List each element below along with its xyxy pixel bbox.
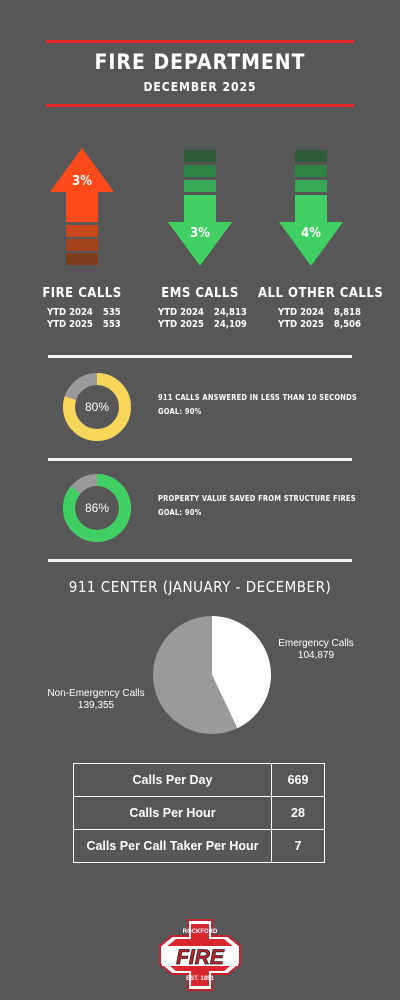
metric-label: PROPERTY VALUE SAVED FROM STRUCTURE FIRE… bbox=[158, 494, 356, 503]
ytd-label: YTD 2024 bbox=[47, 307, 93, 318]
metric-goal: GOAL: 90% bbox=[158, 508, 202, 517]
header-bottom-rule bbox=[46, 104, 354, 107]
emergency-calls-name: Emergency Calls bbox=[278, 638, 354, 649]
header-top-rule bbox=[46, 40, 354, 43]
donut-progress bbox=[63, 373, 131, 441]
ytd-value: 535 bbox=[102, 307, 121, 318]
stat-label: Calls Per Day bbox=[73, 763, 272, 797]
other-calls-column: ALL OTHER CALLS YTD 2024 8,818 YTD 2025 8,… bbox=[258, 286, 383, 331]
ytd-value: 8,506 bbox=[333, 319, 361, 330]
fire-calls-column: FIRE CALLS YTD 2024 535 YTD 2025 553 bbox=[32, 286, 132, 331]
stat-value: 28 bbox=[271, 796, 325, 830]
rockford-fire-logo-icon: ROCKFORD FIRE EST. 1851 bbox=[159, 919, 241, 991]
other-calls-down-arrow-icon bbox=[279, 150, 343, 266]
ems-calls-title: EMS CALLS bbox=[161, 286, 239, 301]
stat-label: Calls Per Hour bbox=[73, 796, 272, 830]
calls-answered-text: 911 CALLS ANSWERED IN LESS THAN 10 SECON… bbox=[158, 391, 358, 419]
metric-goal: GOAL: 90% bbox=[158, 407, 202, 416]
other-calls-title: ALL OTHER CALLS bbox=[258, 286, 384, 301]
stats-table: Calls Per Day 669 Calls Per Hour 28 Call… bbox=[73, 763, 325, 863]
emergency-calls-label: Emergency Calls 104,879 bbox=[268, 638, 364, 662]
other-calls-change: 4% bbox=[301, 226, 321, 241]
fire-calls-title: FIRE CALLS bbox=[42, 286, 122, 301]
calls-answered-donut bbox=[63, 373, 131, 441]
page-subtitle: DECEMBER 2025 bbox=[143, 80, 257, 94]
ytd-value: 24,109 bbox=[213, 319, 247, 330]
property-saved-percent: 86% bbox=[84, 501, 110, 515]
fire-calls-ytd: YTD 2024 535 YTD 2025 553 bbox=[32, 307, 132, 331]
calls-answered-percent: 80% bbox=[84, 400, 110, 414]
ytd-value: 24,813 bbox=[213, 307, 247, 318]
fire-calls-up-arrow-icon bbox=[50, 148, 114, 265]
pie-slice-non-emergency bbox=[152, 616, 238, 734]
ytd-label: YTD 2025 bbox=[278, 319, 324, 330]
table-row: Calls Per Day 669 bbox=[73, 763, 325, 797]
ytd-value: 553 bbox=[102, 319, 121, 330]
divider bbox=[48, 355, 352, 358]
other-calls-ytd: YTD 2024 8,818 YTD 2025 8,506 bbox=[262, 307, 362, 331]
stat-label: Calls Per Call Taker Per Hour bbox=[73, 829, 272, 863]
ytd-label: YTD 2024 bbox=[158, 307, 204, 318]
ytd-label: YTD 2025 bbox=[158, 319, 204, 330]
stat-value: 7 bbox=[271, 829, 325, 863]
ytd-label: YTD 2025 bbox=[47, 319, 93, 330]
logo-main-text: FIRE bbox=[176, 946, 225, 969]
logo-bottom-text: EST. 1851 bbox=[186, 976, 214, 982]
non-emergency-calls-value: 139,355 bbox=[77, 700, 115, 711]
non-emergency-calls-label: Non-Emergency Calls 139,355 bbox=[36, 688, 156, 712]
ems-calls-ytd: YTD 2024 24,813 YTD 2025 24,109 bbox=[150, 307, 250, 331]
property-saved-donut bbox=[63, 474, 131, 542]
logo-top-text: ROCKFORD bbox=[183, 929, 218, 935]
table-row: Calls Per Hour 28 bbox=[73, 796, 325, 830]
fire-calls-change: 3% bbox=[72, 174, 92, 189]
ems-calls-column: EMS CALLS YTD 2024 24,813 YTD 2025 24,109 bbox=[150, 286, 250, 331]
emergency-calls-value: 104,879 bbox=[297, 650, 335, 661]
donut-progress bbox=[63, 474, 131, 542]
ytd-value: 8,818 bbox=[333, 307, 361, 318]
ems-calls-change: 3% bbox=[190, 226, 210, 241]
ems-calls-down-arrow-icon bbox=[168, 150, 232, 266]
divider bbox=[48, 559, 352, 562]
non-emergency-calls-name: Non-Emergency Calls bbox=[47, 688, 145, 699]
center-title: 911 CENTER (JANUARY - DECEMBER) bbox=[68, 578, 332, 596]
table-row: Calls Per Call Taker Per Hour 7 bbox=[73, 829, 325, 863]
stat-value: 669 bbox=[271, 763, 325, 797]
property-saved-text: PROPERTY VALUE SAVED FROM STRUCTURE FIRE… bbox=[158, 492, 358, 520]
divider bbox=[48, 458, 352, 461]
call-type-pie-chart bbox=[152, 616, 271, 734]
pie-slice-emergency bbox=[212, 616, 271, 729]
metric-label: 911 CALLS ANSWERED IN LESS THAN 10 SECON… bbox=[158, 393, 357, 402]
page-title: FIRE DEPARTMENT bbox=[94, 50, 306, 74]
ytd-label: YTD 2024 bbox=[278, 307, 324, 318]
